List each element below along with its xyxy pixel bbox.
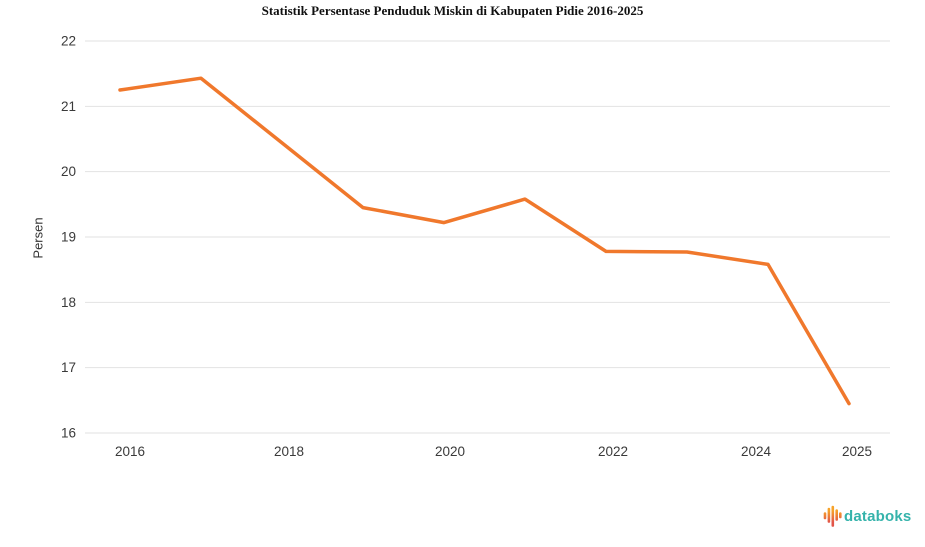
x-tick-label: 2022 bbox=[598, 444, 628, 459]
chart-title: Statistik Persentase Penduduk Miskin di … bbox=[261, 3, 644, 18]
y-tick-label: 22 bbox=[61, 34, 76, 49]
x-tick-label: 2016 bbox=[115, 444, 145, 459]
databoks-wordmark: databoks bbox=[844, 507, 912, 525]
y-tick-label: 16 bbox=[61, 426, 76, 441]
x-tick-label: 2025 bbox=[842, 444, 872, 459]
x-tick-label: 2018 bbox=[274, 444, 304, 459]
y-tick-label: 20 bbox=[61, 164, 76, 179]
y-tick-label: 19 bbox=[61, 230, 76, 245]
y-tick-label: 17 bbox=[61, 360, 76, 375]
x-tick-label: 2024 bbox=[741, 444, 772, 459]
databoks-pulse-bars-icon bbox=[823, 505, 842, 527]
y-tick-label: 21 bbox=[61, 99, 76, 114]
poverty-trend-line bbox=[118, 76, 851, 406]
databoks-logo[interactable]: databoks bbox=[823, 505, 911, 528]
y-tick-label: 18 bbox=[61, 295, 76, 310]
x-tick-label: 2020 bbox=[435, 444, 465, 459]
